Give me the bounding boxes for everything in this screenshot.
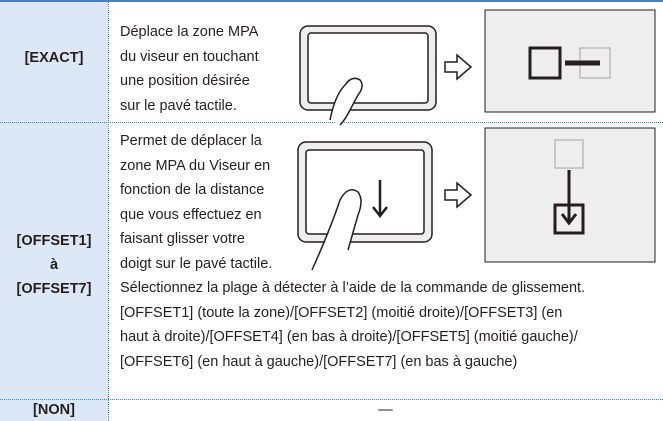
finger	[329, 77, 363, 126]
row-label: [NON]	[33, 402, 75, 418]
label-column	[0, 0, 108, 421]
text-line: faisant glisser votre	[120, 231, 245, 247]
text-line: une position désirée	[120, 73, 250, 89]
row-text: Permet de déplacer la zone MPA du Viseur…	[120, 129, 585, 374]
text-line: [OFFSET6] (en haut à gauche)/[OFFSET7] (…	[120, 353, 518, 370]
arrow	[444, 53, 473, 81]
text-line: zone MPA du Viseur en	[120, 157, 271, 174]
row-separator	[0, 122, 663, 123]
text-line: haut à droite)/[OFFSET4] (en bas à droit…	[120, 329, 578, 345]
row-text: Déplace la zone MPA du viseur en touchan…	[120, 20, 259, 118]
label-line: [OFFSET7]	[16, 281, 92, 297]
label-line: à	[49, 257, 59, 273]
text-line: Déplace la zone MPA	[120, 24, 259, 40]
text-line: sur le pavé tactile.	[120, 97, 237, 114]
row-label: [EXACT]	[24, 50, 84, 66]
text-line: Sélectionnez la plage à détecter à l’aid…	[120, 280, 586, 296]
row-label: [OFFSET1] à [OFFSET7]	[0, 229, 108, 301]
label-line: [OFFSET1]	[16, 233, 92, 249]
text-line: fonction de la distance	[120, 182, 265, 198]
text-line: que vous effectuez en	[120, 206, 262, 223]
arrow	[444, 181, 473, 209]
text-line: Permet de déplacer la	[120, 133, 262, 149]
column-separator	[108, 0, 109, 421]
text-line: doigt sur le pavé tactile.	[120, 255, 273, 272]
finger	[311, 189, 362, 271]
row-text: —	[378, 402, 393, 418]
text-line: du viseur en touchant	[120, 48, 259, 65]
row-separator	[0, 399, 663, 400]
text-line: [OFFSET1] (toute la zone)/[OFFSET2] (moi…	[120, 304, 563, 321]
top-border	[0, 0, 663, 2]
